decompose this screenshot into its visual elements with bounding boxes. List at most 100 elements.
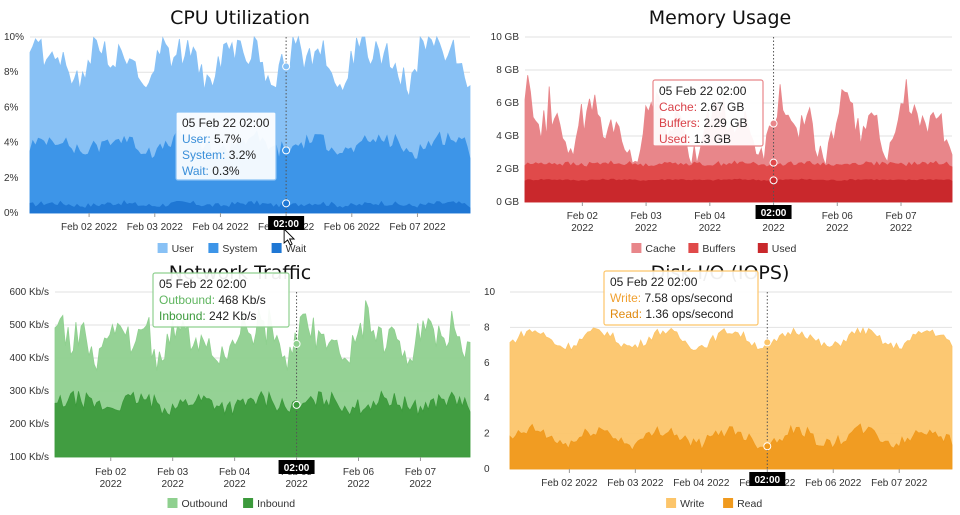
y-tick-label: 200 Kb/s [10, 419, 49, 430]
crosshair-marker-used [769, 176, 778, 185]
series-area-read[interactable] [509, 423, 953, 470]
x-tick-label: Feb 07 2022 [871, 478, 928, 489]
tooltip-title: 05 Feb 22 02:00 [659, 84, 747, 98]
tooltip: 05 Feb 22 02:00 Outbound: 468 Kb/s Inbound… [152, 272, 290, 328]
chart-title: CPU Utilization [170, 7, 310, 29]
tooltip-box [603, 270, 759, 326]
legend-item-cache[interactable]: Cache [631, 243, 676, 255]
tooltip: 05 Feb 22 02:00 Write: 7.58 ops/second Rea… [603, 270, 759, 326]
x-tick-label: Feb 06 2022 [324, 222, 381, 233]
memory-chart-svg[interactable]: Memory Usage 0 GB 2 GB 4 GB 6 GB 8 GB 10 GB Feb… [480, 0, 960, 257]
x-tick-label: Feb 06 2022 [805, 478, 862, 489]
y-tick-label: 2 GB [496, 164, 519, 175]
crosshair-marker-system [282, 146, 291, 155]
y-tick-label: 6% [4, 102, 19, 113]
crosshair-marker-inbound [292, 400, 301, 409]
y-tick-label: 0% [4, 208, 19, 219]
series-area-used[interactable] [524, 178, 953, 203]
tooltip-box [152, 272, 290, 328]
legend-swatch [271, 243, 282, 253]
x-tick-label: Feb 07 2022 [405, 467, 437, 490]
legend-item-inbound[interactable]: Inbound [243, 498, 295, 510]
mouse-cursor-icon [283, 227, 296, 246]
y-tick-label: 10% [4, 32, 24, 43]
legend-item-user[interactable]: User [157, 243, 195, 255]
x-tick-label: Feb 02 2022 [61, 222, 118, 233]
x-tick-label: Feb 06 2022 [343, 467, 375, 490]
tooltip-box [175, 111, 277, 181]
x-tick-label: Feb 03 2022 [631, 211, 663, 234]
svg-text:02:00: 02:00 [273, 219, 299, 230]
tooltip-row-buffers: Buffers: 2.29 GB [659, 116, 748, 130]
legend-swatch [631, 243, 642, 253]
legend-swatch [208, 243, 219, 253]
tooltip: 05 Feb 22 02:00 Cache: 2.67 GB Buffers: 2.… [652, 79, 764, 147]
x-tick-label: Feb 04 2022 [673, 478, 730, 489]
series-area-inbound[interactable] [54, 390, 471, 458]
legend-item-system[interactable]: System [208, 243, 258, 255]
series-area-wait[interactable] [29, 200, 471, 214]
svg-text:02:00: 02:00 [754, 475, 780, 486]
svg-text:02:00: 02:00 [284, 463, 310, 474]
legend-swatch [666, 498, 677, 508]
x-tick-label: Feb 02 2022 [95, 467, 127, 490]
crosshair-label: 02:00 [278, 460, 315, 474]
legend-label: System [222, 243, 257, 255]
cpu-utilization-chart[interactable]: CPU Utilization 0% 2% 4% 6% 8% 10% Feb 02 2022 F… [0, 0, 480, 257]
tooltip-title: 05 Feb 22 02:00 [610, 275, 698, 289]
series-area-write[interactable] [509, 327, 953, 470]
y-tick-label: 4 GB [496, 131, 519, 142]
legend-swatch [723, 498, 734, 508]
tooltip: 05 Feb 22 02:00 User: 5.7% System: 3.2% Wai… [175, 111, 277, 181]
memory-usage-chart[interactable]: Memory Usage 0 GB 2 GB 4 GB 6 GB 8 GB 10 GB Feb… [480, 0, 960, 257]
crosshair-label: 02:00 [749, 472, 786, 486]
tooltip-row-read: Read: 1.36 ops/second [610, 307, 733, 321]
y-tick-label: 4 [484, 393, 490, 404]
y-tick-label: 6 [484, 358, 490, 369]
x-tick-label: Feb 07 2022 [389, 222, 446, 233]
legend-item-used[interactable]: Used [757, 243, 797, 255]
legend-item-buffers[interactable]: Buffers [688, 243, 735, 255]
legend-item-wait[interactable]: Wait [271, 243, 307, 255]
legend: User System Wait [157, 243, 307, 255]
crosshair-marker-buffers [769, 158, 778, 167]
tooltip-row-user: User: 5.7% [182, 132, 242, 146]
crosshair-marker-read [763, 442, 772, 451]
y-tick-label: 8% [4, 67, 19, 78]
legend-item-outbound[interactable]: Outbound [167, 498, 228, 510]
x-tick-label: Feb 02 2022 [567, 211, 599, 234]
y-tick-label: 8 [484, 322, 490, 333]
y-tick-label: 4% [4, 138, 19, 149]
chart-title: Memory Usage [649, 7, 792, 29]
legend-item-write[interactable]: Write [666, 498, 705, 510]
y-tick-label: 300 Kb/s [10, 386, 49, 397]
svg-text:02:00: 02:00 [761, 208, 787, 219]
legend: Cache Buffers Used [631, 243, 796, 255]
x-tick-label: Feb 03 2022 [157, 467, 189, 490]
legend-label: Wait [286, 243, 307, 255]
legend-item-read[interactable]: Read [723, 498, 762, 510]
y-tick-label: 10 GB [491, 32, 520, 43]
x-tick-label: Feb 06 2022 [822, 211, 854, 234]
tooltip-title: 05 Feb 22 02:00 [159, 277, 247, 291]
x-tick-label: Feb 03 2022 [607, 478, 664, 489]
y-tick-label: 100 Kb/s [10, 452, 49, 463]
x-tick-label: Feb 02 2022 [541, 478, 598, 489]
legend-swatch [243, 498, 254, 508]
tooltip-row-outbound: Outbound: 468 Kb/s [159, 293, 266, 307]
y-tick-label: 600 Kb/s [10, 287, 49, 298]
crosshair-marker-outbound [292, 339, 301, 348]
legend-label: Read [737, 498, 762, 510]
tooltip-box [652, 79, 764, 147]
y-tick-label: 400 Kb/s [10, 353, 49, 364]
legend-label: Used [772, 243, 797, 255]
x-tick-label: Feb 03 2022 [127, 222, 184, 233]
y-tick-label: 2 [484, 429, 490, 440]
y-tick-label: 0 GB [496, 197, 519, 208]
x-tick-label: Feb 07 2022 [885, 211, 917, 234]
cpu-chart-svg[interactable]: CPU Utilization 0% 2% 4% 6% 8% 10% Feb 02 2022 F… [0, 0, 480, 257]
